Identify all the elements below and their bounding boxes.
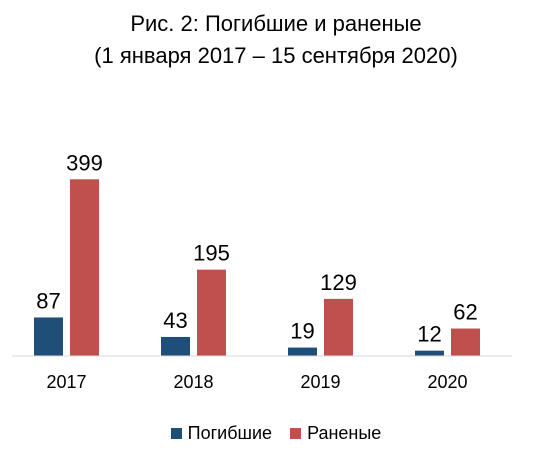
data-label-wounded-2017: 399 (66, 150, 103, 175)
legend-item-wounded: Раненые (290, 422, 381, 444)
legend-label-wounded: Раненые (307, 423, 382, 443)
x-tick-label-2018: 2018 (173, 372, 213, 392)
data-label-wounded-2019: 129 (320, 270, 357, 295)
bar-killed-2018 (161, 336, 190, 356)
x-tick-label-2017: 2017 (46, 372, 86, 392)
bar-wounded-2019 (324, 298, 353, 356)
bar-killed-2017 (34, 317, 63, 356)
data-label-wounded-2020: 62 (453, 300, 477, 325)
data-label-killed-2019: 19 (290, 319, 314, 344)
data-label-wounded-2018: 195 (193, 241, 230, 266)
bar-killed-2020 (415, 350, 444, 356)
bar-wounded-2018 (197, 269, 226, 356)
legend-swatch-killed (170, 427, 182, 439)
bar-group (34, 179, 480, 356)
chart-title: Рис. 2: Погибшие и раненые (130, 11, 422, 36)
x-tick-label-2019: 2019 (300, 372, 340, 392)
legend-item-killed: Погибшие (170, 422, 273, 444)
data-label-killed-2018: 43 (163, 308, 187, 333)
chart-subtitle: (1 января 2017 – 15 сентября 2020) (94, 43, 458, 68)
x-tick-label-2020: 2020 (427, 372, 467, 392)
bar-wounded-2017 (70, 179, 99, 356)
bar-killed-2019 (288, 347, 317, 356)
legend-swatch-wounded (290, 427, 302, 439)
data-label-killed-2020: 12 (417, 322, 441, 347)
data-label-killed-2017: 87 (36, 288, 60, 313)
legend-label-killed: Погибшие (187, 423, 273, 443)
bar-wounded-2020 (451, 328, 480, 356)
legend: Погибшие Раненые (0, 422, 552, 444)
